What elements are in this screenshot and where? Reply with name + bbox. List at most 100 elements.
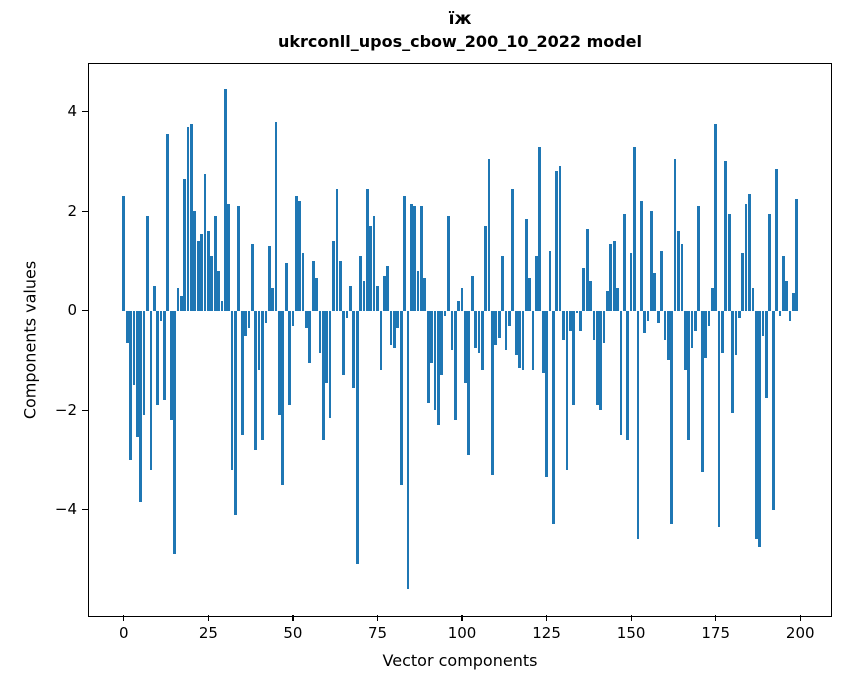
bar — [376, 285, 379, 311]
bar — [396, 310, 400, 329]
x-tick-label: 150 — [616, 624, 646, 642]
bar — [129, 310, 132, 460]
bar — [210, 255, 214, 311]
bar — [152, 285, 156, 311]
bar — [535, 255, 538, 311]
bar — [389, 310, 393, 346]
bar — [484, 226, 488, 311]
bar — [393, 310, 396, 348]
bar — [606, 290, 609, 311]
axes: 0 25 50 75 100 125 150 175 200 4 2 0 −2 −4 — [55, 63, 832, 642]
bar — [372, 216, 376, 311]
bar — [362, 280, 366, 311]
bar — [744, 203, 748, 311]
bar — [379, 310, 383, 371]
x-tick-label: 75 — [367, 624, 388, 642]
bar — [467, 310, 471, 455]
bar — [254, 310, 258, 450]
bar — [288, 310, 291, 406]
bar — [528, 278, 532, 311]
bar — [420, 206, 423, 311]
x-tick-label: 200 — [785, 624, 815, 642]
bar — [274, 121, 278, 311]
bar — [765, 310, 768, 398]
x-tick-mark — [715, 615, 717, 621]
x-tick-mark — [123, 615, 125, 621]
bar — [585, 228, 589, 311]
y-tick-label: −2 — [54, 400, 77, 419]
bar — [741, 253, 745, 311]
bar — [247, 310, 251, 329]
bar — [406, 310, 410, 590]
x-axis-label: Vector components — [382, 651, 538, 670]
bar — [139, 310, 143, 503]
bar — [646, 310, 650, 321]
bar — [237, 206, 241, 311]
bar — [217, 270, 220, 311]
x-tick-label: 0 — [119, 624, 129, 642]
bar — [734, 310, 738, 356]
bar — [305, 310, 308, 329]
bar — [633, 146, 636, 311]
bar — [132, 310, 136, 386]
bar — [332, 241, 335, 311]
y-tick-mark — [81, 508, 88, 511]
bar — [623, 213, 626, 311]
plot-area — [89, 64, 830, 615]
bar — [704, 310, 707, 358]
bar — [250, 243, 254, 311]
bar — [771, 310, 775, 510]
bar — [504, 310, 508, 351]
bar — [579, 310, 582, 331]
bar — [548, 250, 552, 311]
x-tick-label: 25 — [198, 624, 218, 642]
bar — [166, 134, 170, 311]
y-tick-mark — [81, 210, 88, 212]
bar — [173, 310, 176, 555]
bar — [335, 188, 339, 311]
bar — [457, 300, 460, 311]
bar — [497, 310, 501, 338]
bar — [281, 310, 285, 485]
bar — [308, 310, 312, 363]
y-tick-mark — [81, 111, 88, 113]
bar — [203, 173, 207, 311]
bar — [355, 310, 359, 565]
bar — [447, 216, 450, 311]
x-tick-mark — [292, 615, 294, 621]
bar — [650, 211, 653, 311]
bar — [748, 193, 751, 311]
bar — [656, 310, 660, 324]
bar — [474, 310, 477, 348]
bar — [639, 201, 643, 311]
bar — [359, 255, 362, 311]
bar — [464, 310, 467, 383]
bar — [700, 310, 704, 473]
bar — [423, 278, 427, 311]
x-tick-mark — [799, 615, 801, 621]
bar — [602, 310, 606, 343]
bar — [565, 310, 569, 470]
bar — [731, 310, 734, 413]
bar — [521, 310, 525, 371]
bar — [311, 260, 315, 311]
bar — [653, 273, 657, 311]
bar — [223, 89, 227, 311]
bar — [670, 310, 674, 525]
y-axis-label: Components values — [20, 260, 40, 420]
bar — [403, 196, 406, 311]
y-tick-label: 4 — [67, 102, 77, 121]
bar — [511, 188, 515, 311]
bar — [477, 310, 481, 353]
bar — [291, 310, 295, 326]
bar — [365, 188, 369, 311]
bar — [349, 285, 352, 311]
bar — [257, 310, 261, 371]
bar — [338, 260, 342, 311]
bar — [680, 243, 684, 311]
bar — [315, 278, 318, 311]
bar — [207, 231, 210, 311]
bar — [619, 310, 623, 435]
bar — [609, 243, 613, 311]
bar — [795, 198, 799, 311]
